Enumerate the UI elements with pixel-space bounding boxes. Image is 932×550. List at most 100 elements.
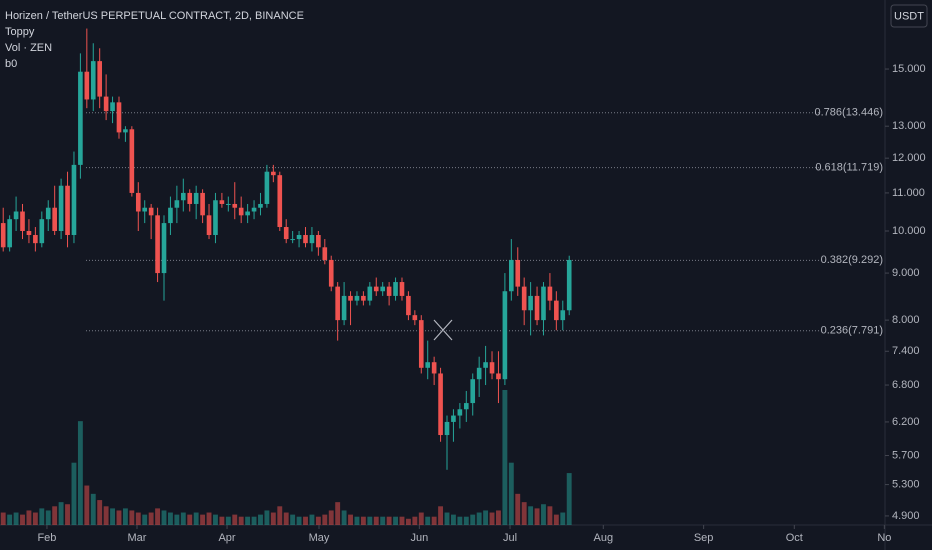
volume-bar (65, 504, 70, 525)
fib-label: 0.236(7.791) (821, 325, 883, 337)
volume-bar (167, 512, 173, 525)
volume-bar (52, 506, 58, 525)
volume-bar (97, 500, 103, 525)
volume-bar (315, 516, 321, 525)
candle-body (444, 421, 450, 436)
candle-body (39, 219, 45, 244)
volume-bar (303, 516, 308, 525)
x-tick-label: Feb (37, 532, 56, 544)
volume-bar (161, 510, 167, 525)
y-tick-label: 9.000 (892, 267, 920, 279)
volume-bar (373, 516, 379, 525)
volume-bar (457, 516, 463, 525)
volume-bar (187, 514, 193, 525)
candle-body (238, 207, 244, 216)
candle-body (290, 239, 295, 241)
candle-body (438, 373, 443, 436)
candle-body (123, 129, 128, 133)
candle-body (322, 247, 328, 260)
candle-body (148, 207, 154, 216)
candle-body (187, 192, 193, 204)
currency-button[interactable] (890, 4, 928, 28)
candle-body (84, 71, 90, 100)
volume-bar (335, 502, 341, 525)
volume-bar (238, 516, 244, 525)
volume-bar (515, 493, 521, 525)
candle-body (463, 403, 469, 410)
candle-body (251, 207, 257, 212)
candle-body (560, 310, 566, 321)
fib-label: 0.382(9.292) (821, 254, 883, 266)
volume-bar (219, 516, 225, 525)
volume-bar (393, 516, 398, 525)
candle-body (296, 235, 302, 240)
candle-body (226, 203, 231, 205)
candle-body (348, 295, 353, 301)
currency-label: USDT (894, 10, 924, 22)
candle-body (393, 282, 398, 296)
y-tick-label: 12.000 (892, 152, 926, 164)
candle-body (515, 259, 521, 287)
candle-body (219, 200, 225, 204)
candle-body (303, 235, 308, 244)
candle-body (65, 185, 70, 236)
candle-body (7, 219, 12, 248)
volume-bar (155, 508, 161, 525)
volume-bar (470, 514, 476, 525)
volume-bar (399, 516, 405, 525)
candle-body (174, 200, 180, 208)
volume-bar (135, 512, 141, 525)
volume-bar (7, 514, 13, 525)
volume-bar (367, 516, 373, 525)
volume-bar (386, 516, 392, 525)
candle-body (277, 175, 283, 228)
candle-body (193, 192, 199, 204)
candle-body (206, 215, 212, 236)
candle-body (412, 315, 418, 321)
candle-body (316, 235, 321, 248)
volume-bar (225, 516, 231, 525)
volume-bar (213, 514, 218, 525)
volume-bar (360, 516, 366, 525)
candle-body (541, 286, 546, 321)
volume-bar (26, 510, 32, 525)
candle-body (418, 320, 424, 368)
candle-body (283, 227, 289, 240)
x-tick-label: Jul (503, 532, 517, 544)
volume-bar (431, 516, 437, 525)
candle-body (245, 211, 250, 216)
legend-item: Vol · ZEN (5, 42, 52, 54)
volume-bar (508, 462, 514, 525)
volume-bar (84, 485, 90, 525)
x-tick-label: Apr (218, 532, 235, 544)
candle-body (309, 235, 315, 244)
volume-bar (348, 514, 353, 525)
volume-bar (264, 510, 270, 525)
volume-bar (142, 514, 148, 525)
candle-body (168, 207, 173, 224)
candle-body (380, 286, 386, 292)
volume-bar (206, 512, 212, 525)
candle-body (52, 207, 57, 231)
volume-bar (438, 506, 444, 525)
volume-bar (245, 516, 251, 525)
candle-body (97, 61, 103, 97)
y-tick-label: 7.400 (892, 345, 920, 357)
candle-body (496, 373, 501, 380)
volume-bar (277, 506, 283, 525)
candle-body (129, 129, 135, 193)
x-tick-label: Aug (594, 532, 614, 544)
candle-body (528, 295, 533, 311)
candle-body (335, 286, 340, 321)
candle-body (258, 203, 263, 208)
x-tick-label: Mar (128, 532, 147, 544)
y-tick-label: 6.800 (892, 379, 920, 391)
volume-bar (463, 516, 469, 525)
candle-body (341, 295, 347, 321)
volume-bar (32, 512, 38, 525)
volume-bar (566, 473, 572, 525)
volume-bar (0, 512, 6, 525)
volume-bar (322, 514, 328, 525)
